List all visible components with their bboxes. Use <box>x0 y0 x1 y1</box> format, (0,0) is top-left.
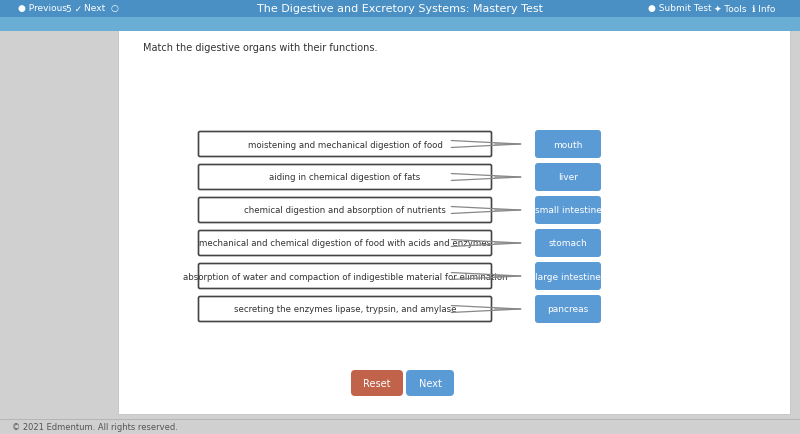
FancyBboxPatch shape <box>535 263 601 290</box>
Text: 5 ✓: 5 ✓ <box>66 4 82 13</box>
FancyBboxPatch shape <box>351 370 403 396</box>
Text: moistening and mechanical digestion of food: moistening and mechanical digestion of f… <box>247 140 442 149</box>
Text: liver: liver <box>558 173 578 182</box>
FancyBboxPatch shape <box>198 297 491 322</box>
Text: pancreas: pancreas <box>547 305 589 314</box>
FancyBboxPatch shape <box>118 30 790 414</box>
Text: small intestine: small intestine <box>534 206 602 215</box>
Text: secreting the enzymes lipase, trypsin, and amylase: secreting the enzymes lipase, trypsin, a… <box>234 305 456 314</box>
Text: chemical digestion and absorption of nutrients: chemical digestion and absorption of nut… <box>244 206 446 215</box>
Text: ● Previous: ● Previous <box>18 4 67 13</box>
FancyBboxPatch shape <box>535 131 601 159</box>
Text: ● Submit Test: ● Submit Test <box>648 4 712 13</box>
FancyBboxPatch shape <box>198 264 491 289</box>
Text: ℹ Info: ℹ Info <box>752 4 775 13</box>
FancyBboxPatch shape <box>198 132 491 157</box>
Text: © 2021 Edmentum. All rights reserved.: © 2021 Edmentum. All rights reserved. <box>12 423 178 431</box>
FancyBboxPatch shape <box>0 0 800 18</box>
Text: Next  ○: Next ○ <box>84 4 119 13</box>
Text: aiding in chemical digestion of fats: aiding in chemical digestion of fats <box>270 173 421 182</box>
FancyBboxPatch shape <box>0 18 800 32</box>
Text: Reset: Reset <box>363 378 390 388</box>
Text: Match the digestive organs with their functions.: Match the digestive organs with their fu… <box>143 43 378 53</box>
FancyBboxPatch shape <box>198 231 491 256</box>
Text: mechanical and chemical digestion of food with acids and enzymes: mechanical and chemical digestion of foo… <box>199 239 491 248</box>
Text: large intestine: large intestine <box>535 272 601 281</box>
FancyBboxPatch shape <box>535 230 601 257</box>
FancyBboxPatch shape <box>535 197 601 224</box>
FancyBboxPatch shape <box>198 165 491 190</box>
Text: mouth: mouth <box>554 140 582 149</box>
Text: stomach: stomach <box>549 239 587 248</box>
FancyBboxPatch shape <box>535 164 601 191</box>
Text: absorption of water and compaction of indigestible material for elimination: absorption of water and compaction of in… <box>182 272 507 281</box>
FancyBboxPatch shape <box>535 295 601 323</box>
Text: Next: Next <box>418 378 442 388</box>
Text: The Digestive and Excretory Systems: Mastery Test: The Digestive and Excretory Systems: Mas… <box>257 4 543 14</box>
Text: ✦ Tools: ✦ Tools <box>714 4 746 13</box>
FancyBboxPatch shape <box>198 198 491 223</box>
FancyBboxPatch shape <box>406 370 454 396</box>
